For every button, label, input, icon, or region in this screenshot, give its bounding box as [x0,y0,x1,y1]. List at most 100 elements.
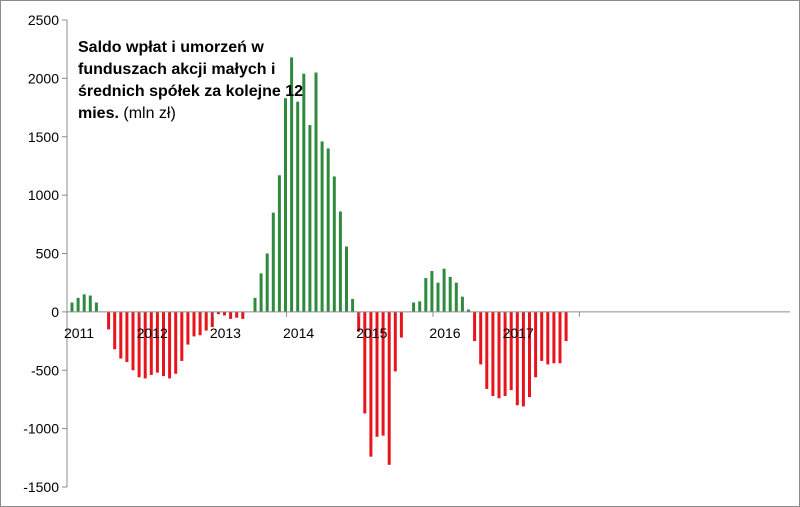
bar [107,311,111,330]
bar [558,311,562,364]
bar [363,311,367,414]
bar [241,311,245,319]
bar [210,311,214,328]
bar [540,311,544,361]
y-axis: -1500 -1000 -500 0 500 1000 1500 2000 2500 [23,12,68,495]
bar [546,311,550,365]
bar [94,302,98,312]
bar [485,311,489,389]
bar [387,311,391,465]
x-tick-label: 2012 [137,325,168,341]
bar [259,273,263,312]
y-tick-label: 2000 [28,70,59,86]
bar [460,296,464,312]
bar [253,297,257,312]
bar [521,311,525,407]
bar [345,246,348,312]
x-tick-label: 2011 [64,325,94,341]
bar [473,311,477,342]
bar [271,212,275,312]
bars-group [70,57,568,465]
bar [180,311,184,361]
bar [503,311,507,396]
bar [381,311,385,436]
bar [528,311,531,398]
bar [442,268,446,312]
chart-title: Saldo wpłat i umorzeń w funduszach akcji… [78,39,303,122]
bar [143,311,147,379]
bar [125,311,129,363]
bar [467,309,470,312]
bar [290,57,294,312]
bar [509,311,513,391]
y-tick-label: 1500 [28,129,59,145]
bar [320,141,324,312]
bar [448,276,452,312]
chart-title-box: Saldo wpłat i umorzeń w funduszach akcji… [78,37,318,125]
bar [119,311,123,359]
bar [369,311,373,457]
y-tick-label: 0 [51,304,59,320]
bar [296,101,300,312]
y-tick-label: 1000 [28,187,59,203]
bar [515,311,519,406]
bar [314,72,318,312]
bar [198,311,202,336]
bar [82,294,86,312]
bar [534,311,538,378]
x-tick-label: 2015 [356,325,387,341]
x-tick-label: 2016 [429,325,460,341]
bar [357,311,361,332]
bar [564,311,568,342]
bar [497,311,501,399]
bar [204,311,208,331]
bar [454,282,458,312]
x-tick-label: 2014 [283,325,314,341]
y-tick-label: -1500 [23,479,59,495]
bar [375,311,379,437]
bar [113,311,117,350]
y-tick-label: -1000 [23,421,59,437]
bar [216,311,220,315]
bar [399,311,403,338]
bar [162,311,165,377]
x-tick-label: 2017 [503,325,534,341]
bar [284,98,287,312]
bar [338,211,342,312]
bar [351,299,355,312]
bar [552,311,556,364]
bar [229,311,233,319]
bar [430,271,434,312]
bar [137,311,141,378]
x-tick-label: 2013 [210,325,241,341]
y-tick-label: 2500 [28,12,59,28]
bar [277,175,281,312]
chart-title-unit: (mln zł) [123,105,176,122]
bar [436,282,440,312]
bar [88,295,92,312]
bar [418,301,422,312]
bar [174,311,178,374]
bar [332,176,336,312]
bar [186,311,190,345]
bar [308,125,312,312]
bar [265,253,269,312]
bar [235,311,239,318]
bar [491,311,495,396]
bar [76,297,80,312]
bar [479,311,483,365]
bar [223,311,226,316]
bar [192,311,196,337]
bar [131,311,135,371]
y-tick-label: 500 [36,246,60,262]
bar [168,311,172,379]
bar [302,73,306,312]
y-tick-label: -500 [31,362,59,378]
bar [155,311,159,373]
bar [412,302,416,312]
bar [149,311,153,375]
x-axis: 2011 2012 2013 2014 2015 2016 2017 [64,311,790,341]
bar [326,148,330,312]
